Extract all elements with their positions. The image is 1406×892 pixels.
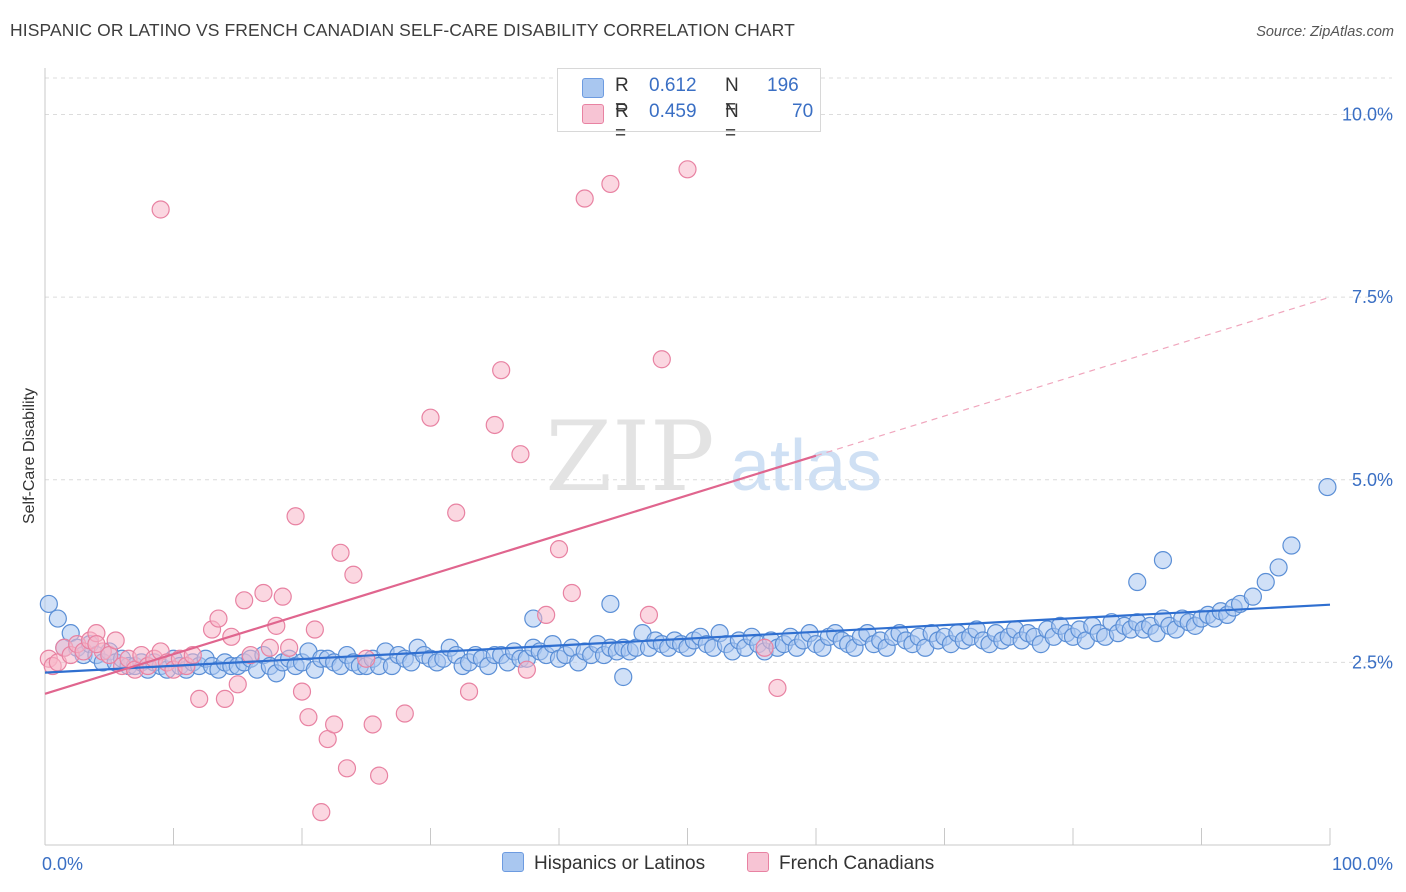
watermark-zip: ZIP [545,401,714,513]
legend-swatch-french-canadians [582,104,604,124]
french-canadian-point [370,766,389,785]
french-canadian-point [511,445,530,464]
trend-lines [44,296,1331,695]
french-canadian-point [241,645,260,665]
watermark: ZIP atlas [545,401,882,513]
french-canadian-point [106,631,125,650]
french-canadian-point [517,660,536,679]
n-value: 70 [792,101,814,122]
french-canadian-point [537,605,556,625]
french-canadian-point [235,591,254,610]
y-axis-label: Self-Care Disability [21,388,38,524]
chart-title: HISPANIC OR LATINO VS FRENCH CANADIAN SE… [10,20,795,40]
hispanic-point [1256,572,1275,592]
bottom-legend-label: Hispanics or Latinos [534,853,706,874]
french-canadian-point [209,609,228,628]
axes [44,68,1331,846]
r-value: 0.459 [649,101,697,122]
bottom-legend-label: French Canadians [779,853,935,874]
french-canadian-point [485,415,504,435]
hispanic-point [1318,477,1337,497]
french-canadian-point [549,540,569,559]
bottom-legend-swatch-hispanics [502,852,524,872]
french-canadian-point [273,587,292,606]
x-tick-label: 100.0% [1332,854,1393,874]
french-canadian-point [421,408,440,427]
trend-line-extension [815,296,1331,457]
y-tick-label: 2.5% [1352,652,1393,672]
watermark-atlas: atlas [730,426,882,506]
french-canadian-point [305,620,324,639]
french-canadian-point [447,503,466,522]
french-canadian-point [678,160,697,179]
french-canadian-point [459,682,479,701]
french-canadian-point [755,638,774,657]
bottom-legend-swatch-french-canadians [747,852,769,872]
legend-swatch-hispanics [582,78,604,98]
source-label: Source: ZipAtlas.com [1256,24,1394,40]
n-value: 196 [767,75,799,96]
french-canadian-point [280,638,299,657]
r-label: R = [615,101,629,144]
french-canadian-point [601,174,620,194]
french-canadian-point [331,543,350,562]
french-canadian-point [344,565,363,584]
french-canadian-point [260,638,279,657]
french-canadian-point [190,689,209,709]
french-canadian-point [254,583,273,603]
french-canadian-point [183,645,202,665]
french-canadian-point [292,682,312,701]
french-canadian-point [363,715,382,734]
hispanic-point [1128,572,1147,592]
bottom-legend-hispanics: Hispanics or Latinos [502,852,705,875]
french-canadian-point [639,605,659,625]
french-canadian-point [87,635,106,654]
hispanic-point [601,594,620,614]
french-canadian-point [299,708,318,727]
hispanic-point [1269,558,1288,577]
grid-lines [45,77,1392,663]
hispanic-point [1153,551,1173,570]
french-canadian-point [492,361,511,380]
french-canadian-point [395,704,414,723]
french-canadian-point [562,583,581,603]
french-canadian-point [325,715,344,734]
french-canadian-point [215,689,234,709]
series-french-canadians-points [39,160,787,822]
trend-line-hispanics [44,603,1331,674]
hispanic-point [614,667,633,687]
french-canadian-point [768,678,787,698]
x-tick-label: 0.0% [42,854,83,874]
n-label: N = [725,75,739,118]
n-label: N = [725,101,739,144]
y-tick-label: 5.0% [1352,470,1393,490]
french-canadian-point [151,200,170,219]
french-canadian-point [357,649,376,668]
hispanic-point [1282,536,1301,555]
french-canadian-point [286,507,305,526]
tick-labels: 2.5% 5.0% 7.5% 10.0% 0.0% 100.0% [42,105,1393,874]
r-value: 0.612 [649,75,697,96]
hispanic-point [1243,587,1263,606]
french-canadian-point [575,189,594,208]
bottom-legend-french-canadians: French Canadians [747,852,934,875]
hispanic-point [48,609,67,628]
french-canadian-point [337,759,357,778]
y-tick-label: 7.5% [1352,287,1393,307]
french-canadian-point [312,803,331,822]
y-tick-label: 10.0% [1342,105,1393,125]
french-canadian-point [652,350,671,369]
hispanic-point [39,594,58,614]
trend-line-french-canadians [44,454,817,695]
series-hispanics-points [39,477,1337,687]
french-canadian-point [228,675,247,694]
r-label: R = [615,75,629,118]
correlation-legend: R = 0.612 N = 196 R = 0.459 N = 70 [557,68,821,144]
